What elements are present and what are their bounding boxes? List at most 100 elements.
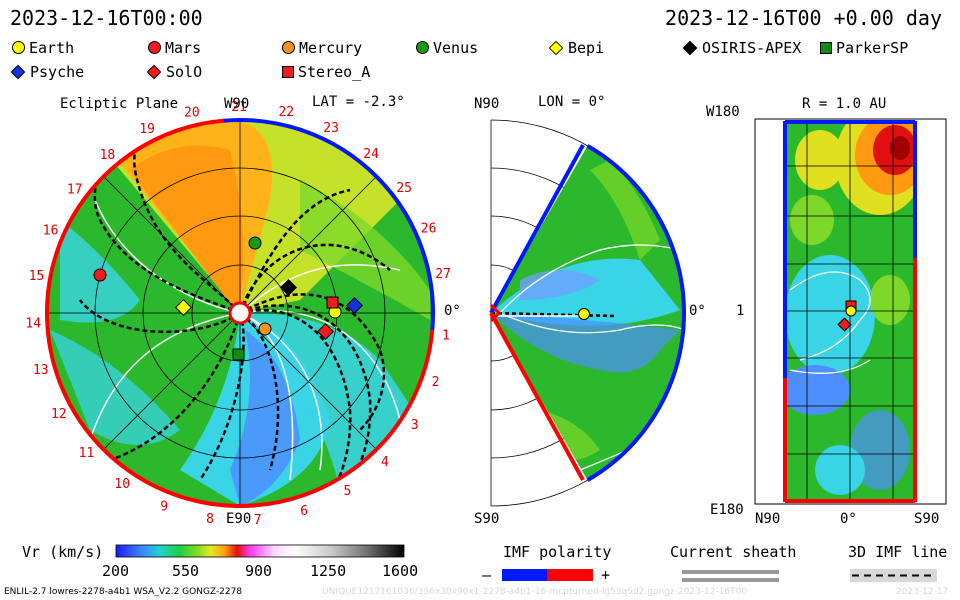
footer-right: 2023-12-17 (896, 587, 949, 597)
rotation-label: 25 (396, 181, 412, 196)
rotation-label: 18 (100, 148, 116, 163)
osiris-apex-marker (280, 279, 297, 296)
legend-item-solo: SolO (146, 63, 203, 81)
mars-marker (93, 268, 107, 282)
rotation-label: 4 (381, 455, 389, 470)
rotation-label: 13 (33, 363, 49, 378)
colorbar (115, 544, 405, 558)
current-sheath-line-1 (682, 570, 779, 574)
bepi-marker (175, 299, 192, 316)
legend-label: Psyche (30, 63, 85, 81)
rotation-label: 27 (435, 267, 451, 282)
date-left: 2023-12-16T00:00 (10, 6, 203, 30)
rotation-label: 16 (43, 223, 59, 238)
rotation-label: 10 (114, 477, 130, 492)
rotation-label: 21 (231, 100, 247, 115)
rotation-label: 9 (160, 500, 168, 515)
sheath-title: Current sheath (670, 543, 797, 561)
legend-label: Stereo_A (298, 63, 371, 81)
meridional-bottom-label: S90 (474, 511, 500, 527)
map-bottom-n90: N90 (755, 511, 781, 527)
legend-circle-icon (12, 41, 25, 54)
rotation-label: 19 (139, 122, 155, 137)
legend-square-icon (282, 66, 294, 78)
ecliptic-right-label: 0° (444, 303, 461, 319)
legend-item-mercury: Mercury (282, 39, 362, 57)
legend-item-mars: Mars (148, 39, 201, 57)
mercury-marker (258, 322, 272, 336)
imf3d-title: 3D IMF line (848, 543, 948, 561)
ecliptic-title: Ecliptic Plane (60, 96, 179, 112)
meridional-panel (489, 119, 686, 507)
rotation-label: 12 (51, 407, 67, 422)
current-sheath-line-2 (682, 578, 779, 582)
legend-circle-icon (148, 41, 161, 54)
legend-label: Mars (165, 39, 202, 57)
map-top-left: W180 (706, 104, 740, 120)
rotation-label: 22 (278, 105, 294, 120)
rotation-label: 17 (67, 182, 83, 197)
rotation-label: 8 (206, 512, 214, 527)
legend-item-parkersp: ParkerSP (820, 39, 908, 57)
legend-circle-icon (416, 41, 429, 54)
colorbar-tick: 1250 (310, 562, 347, 580)
legend-label: OSIRIS-APEX (702, 39, 802, 57)
venus-marker (248, 236, 262, 250)
map-panel (754, 118, 947, 505)
colorbar-tick: 1600 (382, 562, 419, 580)
rotation-label: 23 (323, 121, 339, 136)
legend-label: Earth (29, 39, 75, 57)
ecliptic-panel (45, 118, 435, 508)
map-bottom-left: E180 (710, 502, 744, 518)
rotation-label: 6 (300, 504, 308, 519)
footer-watermark: UNIQUE1217161036/356x30x90x1-2278-a4b1-1… (322, 587, 748, 597)
ecliptic-top-label: W90 (224, 96, 250, 112)
legend-item-stereo-a: Stereo_A (282, 63, 370, 81)
rotation-label: 3 (411, 418, 419, 433)
meridional-lon: LON = 0° (538, 94, 606, 110)
ecliptic-bottom-label: E90 (226, 511, 252, 527)
colorbar-tick: 550 (172, 562, 200, 580)
map-title: R = 1.0 AU (802, 96, 887, 112)
legend-label: ParkerSP (836, 39, 909, 57)
imf-positive-bar (547, 569, 593, 581)
rotation-label: 26 (421, 222, 437, 237)
legend-label: SolO (166, 63, 203, 81)
legend-square-icon (820, 42, 832, 54)
meridional-top-label: N90 (474, 96, 500, 112)
colorbar-tick: 900 (245, 562, 273, 580)
parkersp-marker (232, 348, 245, 361)
legend-item-venus: Venus (416, 39, 478, 57)
sun-marker (228, 301, 252, 325)
rotation-label: 14 (25, 316, 41, 331)
rotation-label: 7 (254, 513, 262, 528)
legend-label: Bepi (568, 39, 605, 57)
colorbar-tick: 200 (102, 562, 130, 580)
psyche-marker (346, 297, 363, 314)
rotation-label: 11 (79, 446, 95, 461)
rotation-label: 2 (432, 375, 440, 390)
legend-item-earth: Earth (12, 39, 74, 57)
rotation-label: 20 (184, 106, 200, 121)
solo-marker (317, 323, 334, 340)
earth-marker-meridional (578, 308, 590, 320)
ecliptic-lat: LAT = -2.3° (312, 94, 405, 110)
legend-item-osiris-apex: OSIRIS-APEX (682, 39, 802, 57)
footer-left: ENLIL-2.7 lowres-2278-a4b1 WSA_V2.2 GONG… (4, 587, 243, 597)
rotation-label: 5 (343, 484, 351, 499)
ecliptic-markers (93, 236, 363, 361)
colorbar-label: Vr (km/s) (22, 543, 104, 561)
rotation-label: 15 (29, 269, 45, 284)
map-bottom-0: 0° (840, 511, 857, 527)
solo-marker-map (837, 317, 852, 332)
map-bottom-s90: S90 (914, 511, 940, 527)
rotation-label: 24 (363, 147, 379, 162)
imf-plus: + (601, 566, 611, 584)
legend-item-psyche: Psyche (10, 63, 85, 81)
earth-marker-map (845, 305, 857, 317)
date-right: 2023-12-16T00 +0.00 day (665, 6, 942, 30)
stereo-a-marker (326, 296, 339, 309)
legend-circle-icon (282, 41, 295, 54)
